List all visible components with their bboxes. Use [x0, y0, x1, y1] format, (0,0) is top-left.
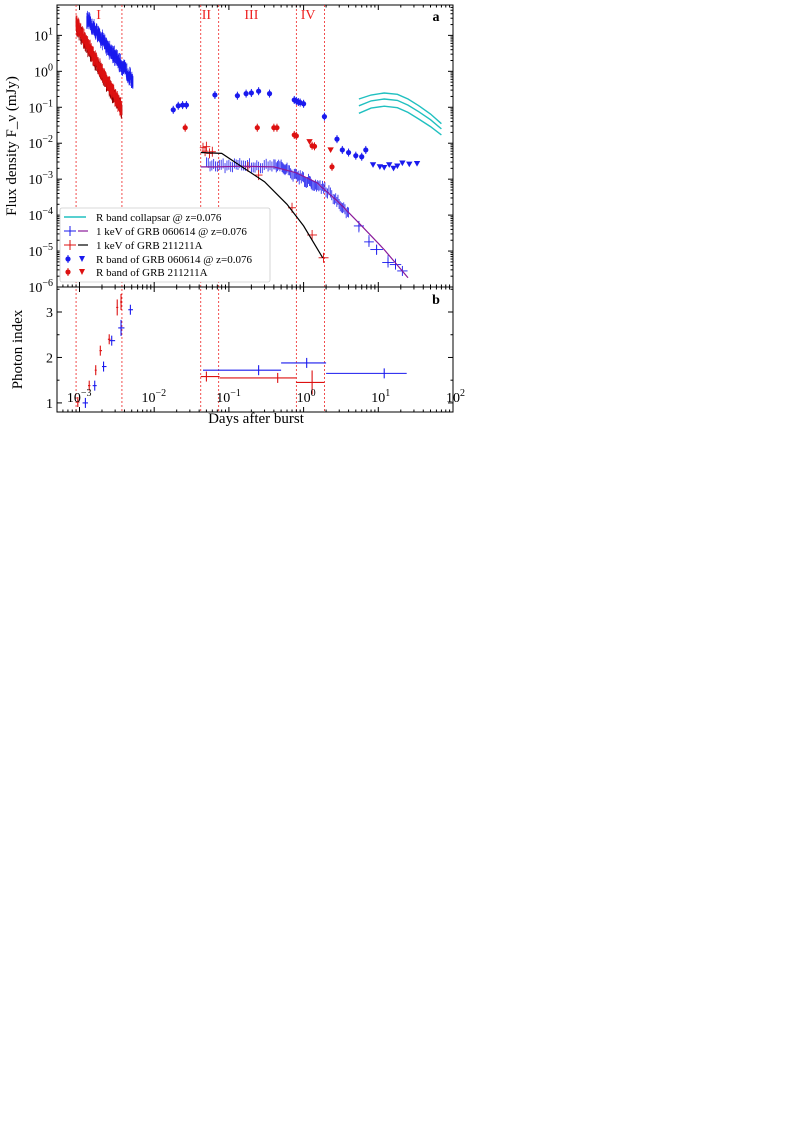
panel-b-frame — [56, 286, 454, 413]
optical-060614-upper-limit — [381, 164, 388, 171]
optical-060614-upper-limit — [413, 161, 421, 167]
panel-b-label: b — [432, 293, 440, 308]
collapsar-curve-0 — [358, 92, 442, 125]
y-tick-label-b: 2 — [46, 351, 53, 366]
optical-060614-point — [248, 90, 254, 96]
legend-frame — [59, 207, 271, 283]
xray-211211a-early-overlay — [75, 15, 123, 117]
optical-060614-point — [321, 114, 328, 120]
optical-060614-point — [353, 153, 359, 159]
optical-060614-point — [212, 92, 218, 98]
y-tick-label-a: 100 — [34, 62, 53, 80]
legend-swatch-211211a-limit — [79, 269, 85, 275]
optical-211211a-upper-limit — [306, 139, 313, 145]
optical-060614-upper-limit — [406, 161, 413, 168]
optical-211211a-point — [311, 143, 318, 149]
xray-060614-late-dense — [206, 157, 396, 269]
x-tick-label: 102 — [446, 388, 465, 406]
panel-a-label: a — [433, 10, 440, 25]
phase-label-III: III — [244, 8, 258, 23]
collapsar-curve-1 — [358, 98, 442, 130]
y-tick-label-a: 10−2 — [28, 134, 53, 152]
optical-211211a-point — [329, 164, 335, 170]
legend-swatch-060614-limit — [79, 256, 85, 262]
y-tick-label-b: 3 — [46, 306, 53, 321]
y-tick-label-a: 10−4 — [28, 206, 53, 224]
legend-entry: R band of GRB 211211A — [96, 267, 208, 279]
optical-060614-point — [183, 102, 190, 108]
y-tick-label-a: 10−1 — [28, 98, 53, 116]
x-tick-label: 100 — [297, 388, 316, 406]
optical-060614-point — [359, 154, 365, 160]
optical-211211a-point — [254, 125, 260, 131]
optical-060614-upper-limit — [399, 160, 406, 167]
optical-060614-point — [345, 149, 352, 156]
y-tick-label-a: 10−5 — [28, 242, 53, 260]
x-tick-label: 101 — [371, 388, 390, 406]
optical-060614-point — [339, 147, 345, 153]
optical-060614-upper-limit — [369, 162, 377, 168]
legend-entry: R band collapsar @ z=0.076 — [96, 212, 222, 224]
optical-060614-upper-limit — [394, 163, 401, 170]
xray-060614-early — [86, 10, 134, 89]
phase-label-IV: IV — [301, 8, 316, 23]
legend: R band collapsar @ z=0.076 1 keV of GRB 0… — [59, 207, 271, 283]
y-tick-label-a: 10−6 — [28, 278, 53, 296]
optical-211211a-upper-limit — [327, 147, 334, 153]
y-axis-label-a: Flux density F_ν (mJy) — [4, 76, 20, 216]
optical-211211a-point — [182, 125, 188, 131]
optical-211211a-point — [274, 125, 280, 131]
legend-entry: 1 keV of GRB 211211A — [96, 240, 203, 252]
y-tick-label-a: 101 — [34, 26, 53, 44]
optical-060614-point — [179, 102, 186, 108]
y-axis-label-b: Photon index — [10, 309, 26, 389]
legend-entry: 1 keV of GRB 060614 @ z=0.076 — [96, 226, 247, 238]
phase-label-II: II — [202, 8, 212, 23]
optical-060614-point — [256, 88, 262, 94]
optical-060614-point — [334, 136, 340, 142]
model-211211a — [200, 151, 324, 259]
collapsar-curve-2 — [358, 105, 442, 136]
x-tick-label: 10−2 — [142, 388, 167, 406]
optical-060614-point — [243, 91, 249, 97]
optical-060614-point — [170, 107, 176, 113]
optical-060614-point — [300, 101, 307, 107]
phase-label-I: I — [96, 8, 101, 23]
optical-060614-point — [266, 91, 273, 97]
x-tick-label: 10−1 — [216, 388, 241, 406]
optical-060614-upper-limit — [386, 162, 393, 168]
optical-060614-point — [234, 93, 241, 99]
optical-060614-point — [363, 147, 369, 153]
optical-211211a-point — [293, 133, 299, 139]
y-tick-label-b: 1 — [46, 397, 53, 412]
x-tick-label: 10−3 — [67, 388, 92, 406]
panel-b: b 1 2 3 Photon index 10−3 10−2 10−1 100 101 102 — [10, 5, 465, 413]
x-axis-label: Days after burst — [208, 411, 305, 427]
legend-entry: R band of GRB 060614 @ z=0.076 — [96, 254, 252, 266]
optical-060614-point — [175, 103, 181, 109]
model-060614 — [200, 165, 409, 279]
panel-a: I II III IV a10−610−510−410−310−210−1100101F… — [4, 4, 454, 412]
optical-060614-upper-limit — [390, 165, 397, 172]
y-tick-label-a: 10−3 — [28, 170, 53, 188]
